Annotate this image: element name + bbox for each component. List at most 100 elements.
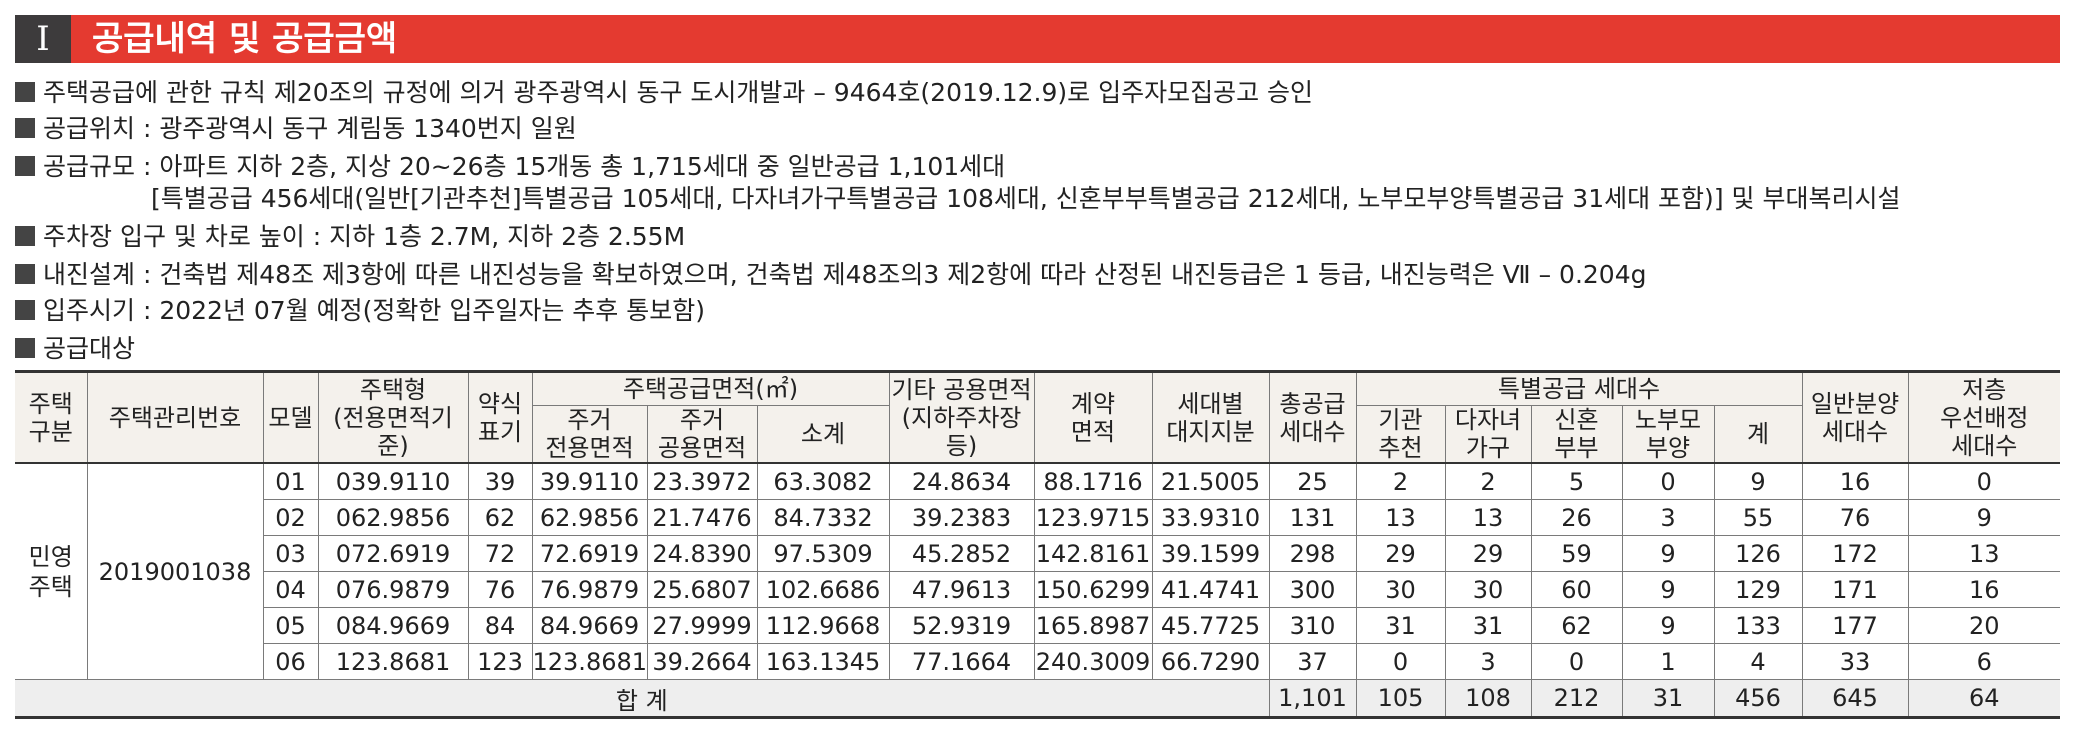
table-cell: 0 (1530, 643, 1623, 680)
table-cell: 04 (263, 571, 319, 608)
table-cell: 126 (1713, 535, 1803, 572)
total-cell: 645 (1801, 679, 1909, 718)
table-cell: 76 (467, 571, 533, 608)
supply-table: 주택 구분 주택관리번호 모델 주택형 (전용면적기준) 약식 표기 주택공급면… (15, 370, 2061, 719)
table-cell: 20 (1907, 607, 2061, 644)
table-cell: 4 (1713, 643, 1803, 680)
table-cell: 62 (1530, 607, 1623, 644)
total-label: 합 계 (15, 679, 1270, 718)
col-header-newlywed: 신혼 부부 (1530, 405, 1623, 464)
table-cell: 97.5309 (756, 535, 890, 572)
table-cell: 0 (1621, 462, 1715, 500)
table-cell: 30 (1444, 571, 1532, 608)
table-cell: 2 (1355, 462, 1446, 500)
table-cell: 31 (1355, 607, 1446, 644)
col-header-subtotal: 소계 (756, 405, 890, 464)
bullet-square-icon (15, 156, 35, 176)
section-number: I (15, 15, 71, 63)
col-header-low-floor: 저층 우선배정 세대수 (1907, 371, 2061, 464)
table-cell: 27.9999 (646, 607, 758, 644)
table-cell: 310 (1268, 607, 1357, 644)
table-cell: 06 (263, 643, 319, 680)
col-header-mgmt-no: 주택관리번호 (86, 371, 264, 464)
table-cell: 84.7332 (756, 499, 890, 536)
table-cell: 88.1716 (1033, 462, 1153, 500)
col-header-other-common: 기타 공용면적 (지하주차장등) (888, 371, 1035, 464)
table-cell: 39.2383 (888, 499, 1035, 536)
table-cell: 133 (1713, 607, 1803, 644)
col-header-institution: 기관 추천 (1355, 405, 1446, 464)
table-cell: 5 (1530, 462, 1623, 500)
table-cell: 66.7290 (1151, 643, 1270, 680)
total-cell: 1,101 (1268, 679, 1357, 718)
table-cell: 6 (1907, 643, 2061, 680)
table-cell: 298 (1268, 535, 1357, 572)
table-cell: 1 (1621, 643, 1715, 680)
table-cell: 9 (1621, 535, 1715, 572)
table-cell: 171 (1801, 571, 1909, 608)
table-row: 04 076.9879 76 76.9879 25.6807 102.6686 47.961… (15, 571, 2061, 608)
table-cell: 9 (1713, 462, 1803, 500)
table-cell: 24.8390 (646, 535, 758, 572)
table-cell: 123.8681 (317, 643, 469, 680)
section-title: 공급내역 및 공급금액 (92, 19, 398, 59)
table-cell: 33.9310 (1151, 499, 1270, 536)
table-cell: 123 (467, 643, 533, 680)
col-header-general: 일반분양 세대수 (1801, 371, 1909, 464)
table-cell: 62 (467, 499, 533, 536)
info-line-approval: 주택공급에 관한 규칙 제20조의 규정에 의거 광주광역시 동구 도시개발과 … (15, 76, 1313, 110)
table-cell: 63.3082 (756, 462, 890, 500)
bullet-square-icon (15, 82, 35, 102)
col-header-house-type: 주택형 (전용면적기준) (317, 371, 469, 464)
col-header-special-sum: 계 (1713, 405, 1803, 464)
table-row: 03 072.6919 72 72.6919 24.8390 97.5309 45.2852… (15, 535, 2061, 572)
table-cell: 29 (1444, 535, 1532, 572)
table-cell: 102.6686 (756, 571, 890, 608)
table-cell: 084.9669 (317, 607, 469, 644)
table-cell: 55 (1713, 499, 1803, 536)
col-header-contract: 계약 면적 (1033, 371, 1153, 464)
table-cell: 177 (1801, 607, 1909, 644)
col-header-area-group: 주택공급면적(㎡) (531, 371, 890, 406)
table-cell: 23.3972 (646, 462, 758, 500)
bullet-square-icon (15, 264, 35, 284)
table-cell: 41.4741 (1151, 571, 1270, 608)
table-cell: 37 (1268, 643, 1357, 680)
col-header-total-supply: 총공급 세대수 (1268, 371, 1357, 464)
table-cell: 26 (1530, 499, 1623, 536)
table-cell: 062.9856 (317, 499, 469, 536)
table-cell: 3 (1444, 643, 1532, 680)
table-cell: 24.8634 (888, 462, 1035, 500)
table-cell: 3 (1621, 499, 1715, 536)
table-cell: 142.8161 (1033, 535, 1153, 572)
table-cell: 84 (467, 607, 533, 644)
table-row: 민영 주택 2019001038 01 039.9110 39 39.9110 23.397… (15, 462, 2061, 680)
col-header-elderly: 노부모 부양 (1621, 405, 1715, 464)
table-cell: 072.6919 (317, 535, 469, 572)
table-cell: 30 (1355, 571, 1446, 608)
table-cell: 31 (1444, 607, 1532, 644)
table-cell: 03 (263, 535, 319, 572)
table-cell: 172 (1801, 535, 1909, 572)
table-cell: 039.9110 (317, 462, 469, 500)
table-cell: 112.9668 (756, 607, 890, 644)
col-header-land-share: 세대별 대지지분 (1151, 371, 1270, 464)
info-line-scale-detail: [특별공급 456세대(일반[기관추천]특별공급 105세대, 다자녀가구특별공… (151, 184, 1901, 213)
table-row: 02 062.9856 62 62.9856 21.7476 84.7332 39.2383… (15, 499, 2061, 536)
col-header-common: 주거 공용면적 (646, 405, 758, 464)
table-cell: 9 (1621, 571, 1715, 608)
mgmt-no-cell: 2019001038 (86, 462, 264, 680)
table-cell: 62.9856 (531, 499, 648, 536)
total-cell: 64 (1907, 679, 2061, 718)
table-cell: 131 (1268, 499, 1357, 536)
total-cell: 456 (1713, 679, 1803, 718)
table-cell: 076.9879 (317, 571, 469, 608)
info-line-scale: 공급규모 : 아파트 지하 2층, 지상 20~26층 15개동 총 1,715… (15, 150, 1005, 184)
table-cell: 9 (1907, 499, 2061, 536)
table-cell: 9 (1621, 607, 1715, 644)
table-cell: 72.6919 (531, 535, 648, 572)
table-cell: 60 (1530, 571, 1623, 608)
table-cell: 59 (1530, 535, 1623, 572)
total-cell: 108 (1444, 679, 1532, 718)
table-cell: 25 (1268, 462, 1357, 500)
